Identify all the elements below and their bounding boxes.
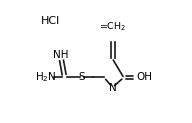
Text: OH: OH xyxy=(137,72,153,83)
Text: H$_2$N: H$_2$N xyxy=(35,71,57,84)
Text: S: S xyxy=(79,72,85,83)
Text: HCl: HCl xyxy=(41,16,60,26)
Text: N: N xyxy=(109,83,117,93)
Text: NH: NH xyxy=(53,50,68,60)
Text: =CH$_2$: =CH$_2$ xyxy=(99,21,126,33)
